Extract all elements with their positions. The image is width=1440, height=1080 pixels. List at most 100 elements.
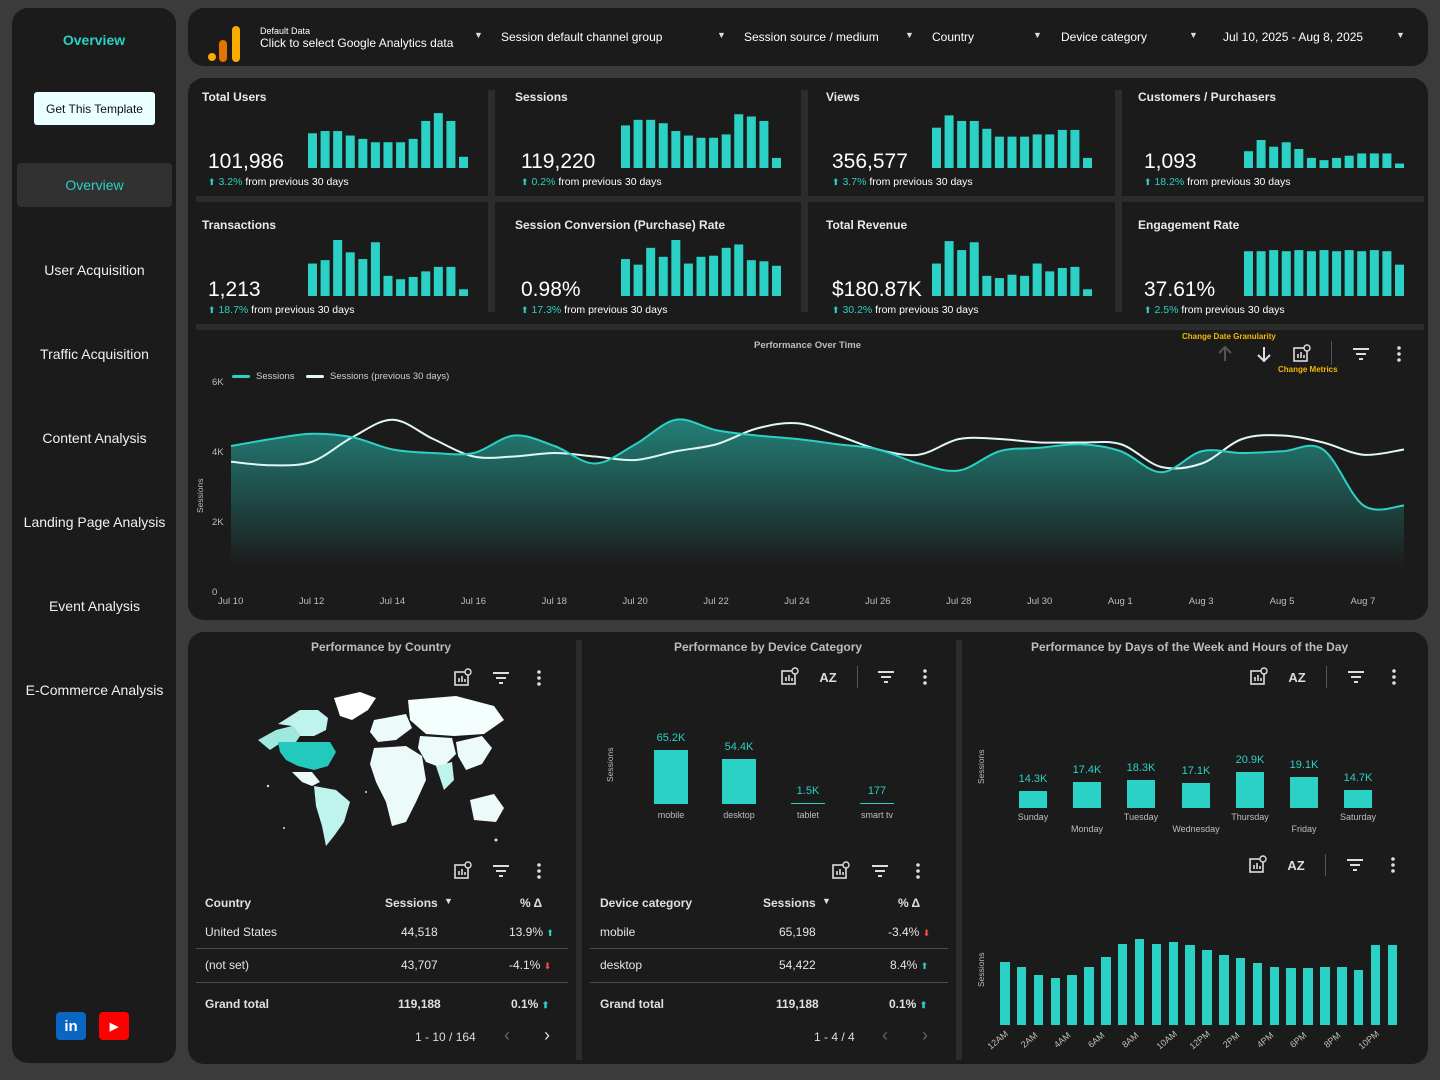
bar[interactable]	[1185, 945, 1195, 1025]
change-metrics-icon[interactable]	[830, 860, 852, 882]
get-template-button[interactable]: Get This Template	[34, 92, 155, 125]
sort-az-icon[interactable]: AZ	[819, 669, 837, 685]
prev-page-icon[interactable]: ‹	[504, 1025, 510, 1045]
bar[interactable]	[1235, 958, 1246, 1025]
country-col-header[interactable]: Country	[205, 896, 251, 910]
sessions-col-header[interactable]: Sessions	[385, 896, 438, 910]
bar[interactable]	[1202, 950, 1212, 1025]
more-options-icon[interactable]	[528, 667, 550, 689]
more-options-icon[interactable]	[1388, 343, 1410, 365]
filter-icon[interactable]	[490, 860, 512, 882]
change-metrics-icon[interactable]	[779, 666, 801, 688]
date-range-picker[interactable]: Jul 10, 2025 - Aug 8, 2025	[1223, 30, 1364, 44]
drill-down-icon[interactable]	[1253, 343, 1275, 365]
bar[interactable]	[1344, 790, 1372, 808]
more-options-icon[interactable]	[1382, 854, 1404, 876]
bar[interactable]	[1286, 968, 1296, 1025]
filter-icon[interactable]	[1350, 343, 1372, 365]
world-map[interactable]	[256, 690, 506, 852]
data-source-selector[interactable]: Click to select Google Analytics data	[260, 36, 454, 50]
filter-icon[interactable]	[490, 667, 512, 689]
sidebar-item-content-analysis[interactable]: Content Analysis	[42, 430, 147, 446]
youtube-icon[interactable]: ▶	[99, 1012, 129, 1040]
change-metrics-icon[interactable]	[1248, 666, 1270, 688]
bar-category-label: desktop	[723, 810, 755, 820]
sidebar-item-landing-page-analysis[interactable]: Landing Page Analysis	[23, 514, 166, 530]
more-options-icon[interactable]	[914, 666, 936, 688]
bar[interactable]	[1370, 945, 1381, 1025]
delta-col-header[interactable]: % Δ	[520, 896, 543, 910]
bar[interactable]	[1182, 783, 1210, 808]
chevron-down-icon[interactable]: ▼	[717, 30, 726, 40]
bar[interactable]	[1269, 966, 1280, 1025]
change-metrics-icon[interactable]	[452, 860, 474, 882]
device-col-header[interactable]: Device category	[600, 896, 693, 910]
bar[interactable]	[1290, 777, 1318, 808]
series-line-previous[interactable]	[230, 418, 1405, 470]
bar[interactable]	[1101, 956, 1111, 1025]
filter-country[interactable]: Country	[932, 30, 975, 44]
change-metrics-icon[interactable]	[1247, 854, 1269, 876]
bar[interactable]	[1016, 966, 1027, 1025]
filter-icon[interactable]	[1345, 666, 1367, 688]
sidebar-item-overview[interactable]: Overview	[17, 163, 172, 207]
chevron-down-icon[interactable]: ▼	[474, 30, 483, 40]
bar[interactable]	[1236, 772, 1264, 808]
bar[interactable]	[1050, 977, 1061, 1025]
bar[interactable]	[1000, 961, 1010, 1025]
next-page-icon[interactable]: ›	[922, 1025, 928, 1045]
bar[interactable]	[1033, 974, 1044, 1025]
bar[interactable]	[1117, 943, 1128, 1025]
delta-col-header[interactable]: % Δ	[898, 896, 921, 910]
sort-desc-icon[interactable]: ▼	[822, 896, 831, 906]
bar[interactable]	[1084, 966, 1094, 1025]
bar[interactable]	[1134, 939, 1145, 1025]
bar[interactable]	[1219, 955, 1229, 1025]
bar[interactable]	[791, 802, 825, 804]
more-options-icon[interactable]	[528, 860, 550, 882]
chevron-down-icon[interactable]: ▼	[1396, 30, 1405, 40]
bar[interactable]	[1387, 945, 1398, 1025]
bar[interactable]	[1127, 779, 1155, 808]
drill-up-icon[interactable]	[1214, 343, 1236, 365]
series-line-sessions[interactable]	[230, 418, 1405, 511]
filter-icon[interactable]	[1344, 854, 1366, 876]
bar[interactable]	[1353, 969, 1364, 1025]
bar[interactable]	[860, 803, 894, 804]
sidebar-item-traffic-acquisition[interactable]: Traffic Acquisition	[40, 346, 149, 362]
sidebar-item-ecommerce-analysis[interactable]: E-Commerce Analysis	[25, 682, 164, 698]
kpi-title: Total Users	[202, 90, 267, 104]
sidebar-item-event-analysis[interactable]: Event Analysis	[48, 598, 141, 614]
filter-icon[interactable]	[869, 860, 891, 882]
sidebar-item-user-acquisition[interactable]: User Acquisition	[44, 262, 145, 278]
linkedin-icon[interactable]: in	[56, 1012, 86, 1040]
filter-channel-group[interactable]: Session default channel group	[501, 30, 663, 44]
filter-source-medium[interactable]: Session source / medium	[744, 30, 879, 44]
bar[interactable]	[1151, 943, 1162, 1025]
next-page-icon[interactable]: ›	[544, 1025, 550, 1045]
bar[interactable]	[1073, 782, 1101, 808]
chevron-down-icon[interactable]: ▼	[1189, 30, 1198, 40]
chevron-down-icon[interactable]: ▼	[1033, 30, 1042, 40]
chevron-down-icon[interactable]: ▼	[905, 30, 914, 40]
sort-az-icon[interactable]: AZ	[1287, 857, 1305, 873]
bar[interactable]	[1252, 963, 1263, 1025]
sort-az-icon[interactable]: AZ	[1288, 669, 1306, 685]
bar[interactable]	[654, 750, 688, 804]
sessions-col-header[interactable]: Sessions	[763, 896, 816, 910]
change-metrics-icon[interactable]	[1291, 343, 1313, 365]
bar[interactable]	[1303, 968, 1313, 1025]
bar[interactable]	[1067, 974, 1077, 1025]
change-metrics-icon[interactable]	[452, 667, 474, 689]
sort-desc-icon[interactable]: ▼	[444, 896, 453, 906]
bar[interactable]	[1019, 791, 1047, 808]
bar[interactable]	[722, 758, 756, 804]
more-options-icon[interactable]	[907, 860, 929, 882]
filter-device-category[interactable]: Device category	[1061, 30, 1148, 44]
filter-icon[interactable]	[875, 666, 897, 688]
bar[interactable]	[1168, 942, 1178, 1025]
bar[interactable]	[1337, 966, 1347, 1025]
more-options-icon[interactable]	[1383, 666, 1405, 688]
bar[interactable]	[1320, 966, 1330, 1025]
prev-page-icon[interactable]: ‹	[882, 1025, 888, 1045]
